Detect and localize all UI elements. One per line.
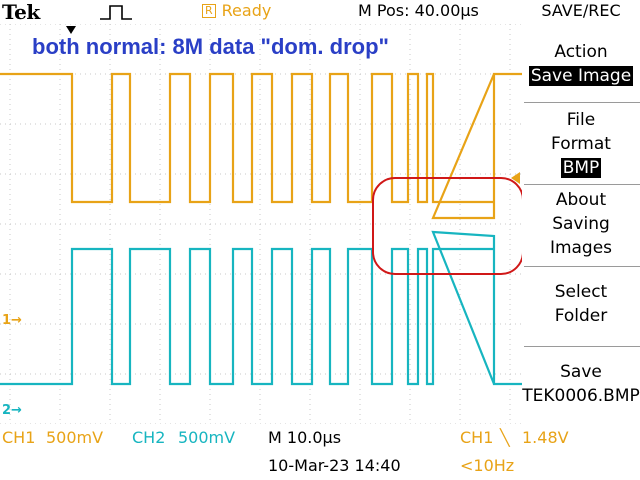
ch1-label: CH1 — [2, 428, 36, 447]
ch2-ground-marker: 2→ — [2, 403, 22, 418]
ch1-waveform — [0, 72, 522, 220]
status-box-icon: R — [202, 4, 216, 18]
about-saving-images-button[interactable]: About Saving Images — [522, 188, 640, 260]
ch2-scale: 500mV — [178, 428, 236, 447]
waveform-display — [0, 24, 522, 424]
timebase: M 10.0µs — [268, 428, 342, 447]
ch2-waveform — [0, 230, 522, 386]
select-label-1: Select — [554, 282, 608, 302]
about-label-3: Images — [549, 238, 613, 258]
trigger-level: 1.48V — [522, 428, 569, 447]
select-folder-button[interactable]: Select Folder — [522, 280, 640, 328]
save-recall-menu: SAVE/REC Action Save Image File Format B… — [522, 0, 640, 408]
top-status-bar: Tek R Ready M Pos: 40.00µs — [0, 0, 520, 24]
save-label: Save — [560, 362, 602, 382]
file-format-label-1: File — [566, 110, 596, 130]
menu-title: SAVE/REC — [541, 1, 621, 20]
status-text: Ready — [221, 1, 272, 20]
acquisition-status: R Ready — [202, 1, 271, 20]
trigger-slope-icon: ╲ — [500, 428, 510, 447]
annotation-title: both normal: 8M data "dom. drop" — [32, 34, 389, 59]
trigger-frequency: <10Hz — [460, 456, 515, 475]
ch1-ground-marker: 1→ — [2, 313, 22, 328]
about-label-2: Saving — [552, 214, 610, 234]
trigger-position-icon — [66, 26, 76, 34]
menu-divider — [524, 346, 640, 347]
menu-divider — [524, 102, 640, 103]
trigger-pulse-icon — [100, 5, 132, 20]
horizontal-position: M Pos: 40.00µs — [358, 1, 479, 20]
file-format-label-2: Format — [551, 134, 611, 154]
annotation-ellipse — [372, 177, 522, 275]
ch1-scale: 500mV — [46, 428, 104, 447]
bottom-readouts: CH1 500mV CH2 500mV M 10.0µs CH1 ╲ 1.48V… — [0, 424, 640, 480]
date-time: 10-Mar-23 14:40 — [268, 456, 401, 475]
menu-divider — [524, 184, 640, 185]
trigger-source: CH1 — [460, 428, 494, 447]
file-format-value: BMP — [560, 158, 602, 178]
trigger-level-icon — [511, 172, 520, 184]
select-label-2: Folder — [554, 306, 608, 326]
save-filename: TEK0006.BMP — [522, 386, 640, 406]
brand-logo: Tek — [2, 0, 40, 24]
menu-divider — [524, 266, 640, 267]
about-label-1: About — [555, 190, 607, 210]
file-format-menu-button[interactable]: File Format BMP — [522, 108, 640, 180]
ch2-label: CH2 — [132, 428, 166, 447]
action-menu-button[interactable]: Action Save Image — [522, 40, 640, 88]
action-value: Save Image — [528, 66, 634, 86]
save-button[interactable]: Save TEK0006.BMP — [522, 360, 640, 408]
action-label: Action — [554, 42, 608, 62]
